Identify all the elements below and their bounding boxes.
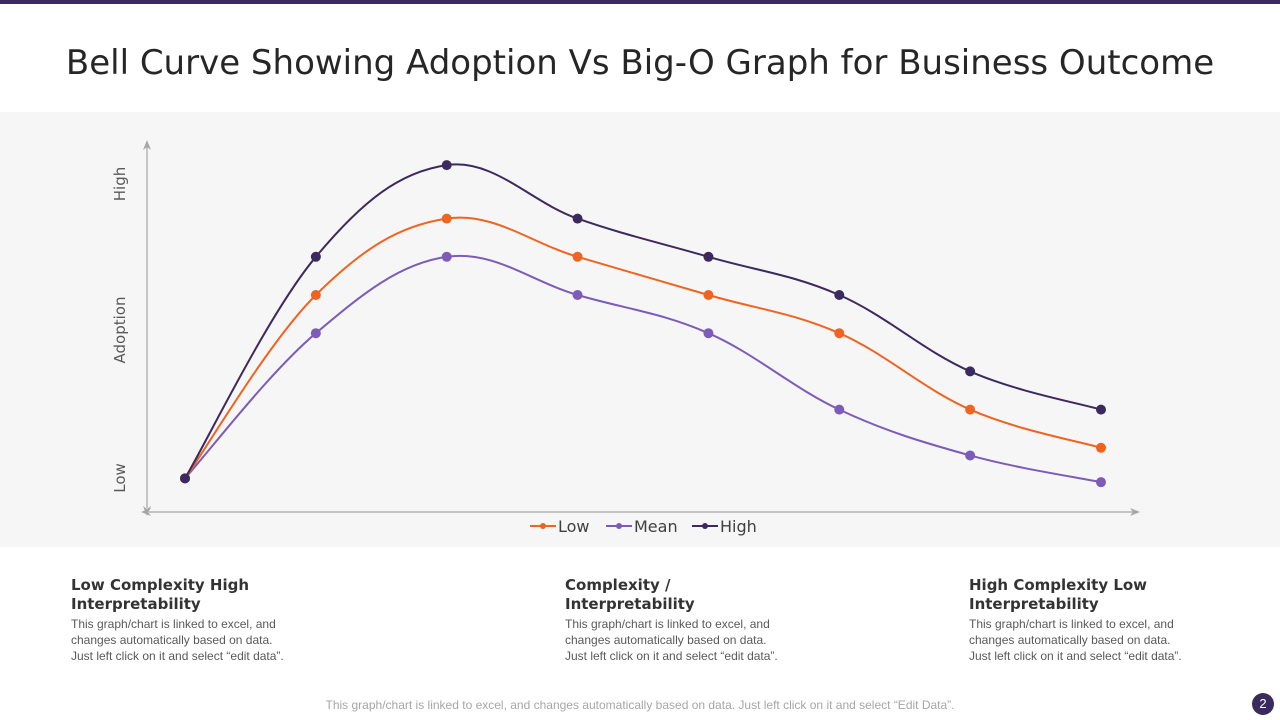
info-column-complexity-interpretability: Complexity / Interpretability This graph… [565,576,835,664]
top-accent-bar [0,0,1280,4]
column-body-line: Just left click on it and select “edit d… [71,649,284,663]
footer-note: This graph/chart is linked to excel, and… [325,698,955,712]
series-line-low[interactable] [184,216,1102,479]
legend-label-mean: Mean [634,517,678,536]
data-point-low-2[interactable] [310,290,321,300]
column-heading-line2: Interpretability [565,595,695,613]
column-body-line: This graph/chart is linked to excel, and [969,617,1174,631]
data-point-mean-5[interactable] [703,328,714,339]
y-axis-title: Adoption [111,297,129,364]
column-heading: Low Complexity High Interpretability [71,576,341,614]
data-point-low-8[interactable] [1096,442,1106,453]
data-point-high-6[interactable] [834,290,845,300]
data-point-low-6[interactable] [834,328,845,339]
page-number-badge: 2 [1252,693,1274,715]
column-body-line: Just left click on it and select “edit d… [565,649,778,663]
column-heading-line2: Interpretability [969,595,1099,613]
data-point-mean-2[interactable] [310,328,321,339]
data-point-mean-6[interactable] [834,404,845,415]
chart-legend: Low Mean High [530,517,757,536]
data-point-low-5[interactable] [703,290,714,300]
column-heading-line1: Complexity / [565,576,671,594]
column-body: This graph/chart is linked to excel, and… [969,616,1239,664]
column-body: This graph/chart is linked to excel, and… [565,616,835,664]
legend-marker-mean [616,523,622,529]
data-point-high-3[interactable] [441,160,452,171]
data-point-mean-3[interactable] [441,251,452,262]
page-title: Bell Curve Showing Adoption Vs Big-O Gra… [65,42,1215,83]
column-body: This graph/chart is linked to excel, and… [71,616,341,664]
legend-marker-high [702,523,708,529]
data-point-mean-8[interactable] [1096,477,1106,488]
data-point-high-8[interactable] [1096,404,1106,415]
column-body-line: This graph/chart is linked to excel, and [71,617,276,631]
column-body-line: changes automatically based on data. [71,633,273,647]
column-body-line: changes automatically based on data. [565,633,767,647]
legend-label-high: High [720,517,757,536]
info-column-high-complexity: High Complexity Low Interpretability Thi… [969,576,1239,664]
data-point-mean-7[interactable] [965,450,976,461]
column-heading-line1: Low Complexity High [71,576,250,594]
column-body-line: This graph/chart is linked to excel, and [565,617,770,631]
legend-label-low: Low [558,517,590,536]
series-layer [180,160,1106,488]
info-column-low-complexity: Low Complexity High Interpretability Thi… [71,576,341,664]
data-point-low-7[interactable] [965,404,976,415]
data-point-low-3[interactable] [441,213,452,224]
data-point-high-5[interactable] [703,251,714,262]
line-chart[interactable]: High Adoption Low Low Mean High [0,112,1280,547]
column-heading: High Complexity Low Interpretability [969,576,1239,614]
data-point-high-1[interactable] [180,473,190,484]
series-line-high[interactable] [184,163,1102,479]
data-point-high-2[interactable] [310,251,321,262]
y-axis-low-label: Low [111,463,129,493]
data-point-low-4[interactable] [572,251,583,262]
column-body-line: Just left click on it and select “edit d… [969,649,1182,663]
column-body-line: changes automatically based on data. [969,633,1171,647]
chart-panel[interactable]: High Adoption Low Low Mean High [0,112,1280,547]
data-point-high-7[interactable] [965,366,976,377]
y-axis-high-label: High [111,167,129,201]
column-heading-line2: Interpretability [71,595,201,613]
column-heading: Complexity / Interpretability [565,576,835,614]
column-heading-line1: High Complexity Low [969,576,1148,594]
data-point-high-4[interactable] [572,213,583,224]
legend-marker-low [540,523,546,529]
data-point-mean-4[interactable] [572,290,583,300]
